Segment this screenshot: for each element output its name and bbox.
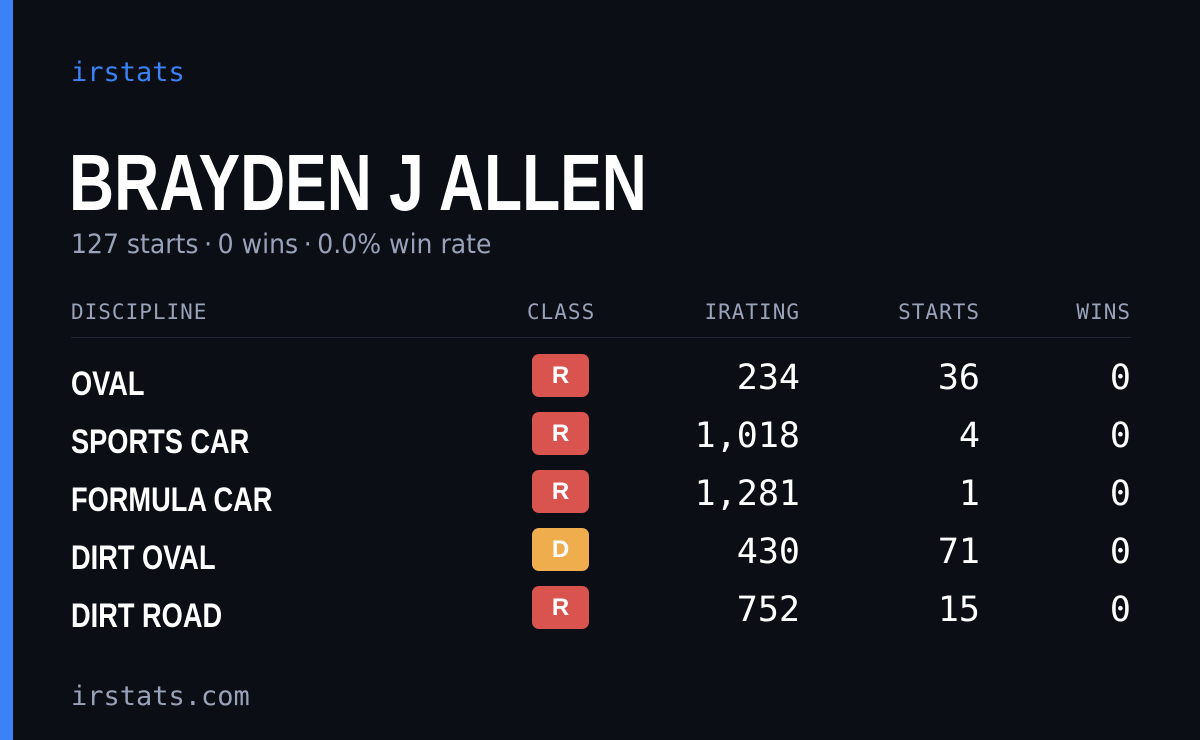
discipline-table: OVAL R 234 36 0 SPORTS CAR R 1,018 4 0 F… (71, 350, 1131, 640)
starts-value: 71 (937, 532, 980, 572)
header-starts: STARTS (898, 300, 980, 324)
wins-value: 0 (1109, 532, 1131, 572)
discipline-name: DIRT OVAL (71, 539, 216, 577)
table-header: DISCIPLINE CLASS IRATING STARTS WINS (71, 300, 1131, 328)
table-row: DIRT OVAL D 430 71 0 (71, 524, 1131, 582)
header-wins: WINS (1076, 300, 1131, 324)
header-discipline: DISCIPLINE (71, 300, 208, 324)
summary-win-rate: 0.0% win rate (317, 229, 492, 260)
wins-value: 0 (1109, 474, 1131, 514)
irating-value: 430 (736, 532, 800, 572)
table-row: SPORTS CAR R 1,018 4 0 (71, 408, 1131, 466)
header-irating: IRATING (704, 300, 800, 324)
starts-value: 15 (937, 590, 980, 630)
irating-value: 1,018 (694, 416, 800, 456)
class-badge: R (532, 586, 589, 629)
brand-logo-text: irstats (71, 57, 185, 88)
wins-value: 0 (1109, 358, 1131, 398)
wins-value: 0 (1109, 416, 1131, 456)
class-badge: R (532, 354, 589, 397)
summary-separator: · (303, 229, 312, 260)
summary-starts: 127 starts (71, 229, 199, 260)
summary-separator: · (204, 229, 213, 260)
table-row: OVAL R 234 36 0 (71, 350, 1131, 408)
accent-bar (0, 0, 13, 740)
driver-summary: 127 starts · 0 wins · 0.0% win rate (71, 226, 491, 264)
header-divider (71, 337, 1131, 338)
discipline-name: SPORTS CAR (71, 423, 250, 461)
header-class: CLASS (527, 300, 596, 324)
irating-value: 1,281 (694, 474, 800, 514)
driver-name: BRAYDEN J ALLEN (69, 138, 647, 227)
class-badge: R (532, 412, 589, 455)
starts-value: 1 (958, 474, 980, 514)
discipline-name: OVAL (71, 365, 145, 403)
summary-wins: 0 wins (217, 229, 299, 260)
footer-url: irstats.com (71, 681, 250, 712)
starts-value: 4 (958, 416, 980, 456)
irating-value: 752 (736, 590, 800, 630)
irating-value: 234 (736, 358, 800, 398)
discipline-name: DIRT ROAD (71, 597, 223, 635)
discipline-name: FORMULA CAR (71, 481, 273, 519)
starts-value: 36 (937, 358, 980, 398)
class-badge: D (532, 528, 589, 571)
class-badge: R (532, 470, 589, 513)
table-row: FORMULA CAR R 1,281 1 0 (71, 466, 1131, 524)
table-row: DIRT ROAD R 752 15 0 (71, 582, 1131, 640)
wins-value: 0 (1109, 590, 1131, 630)
